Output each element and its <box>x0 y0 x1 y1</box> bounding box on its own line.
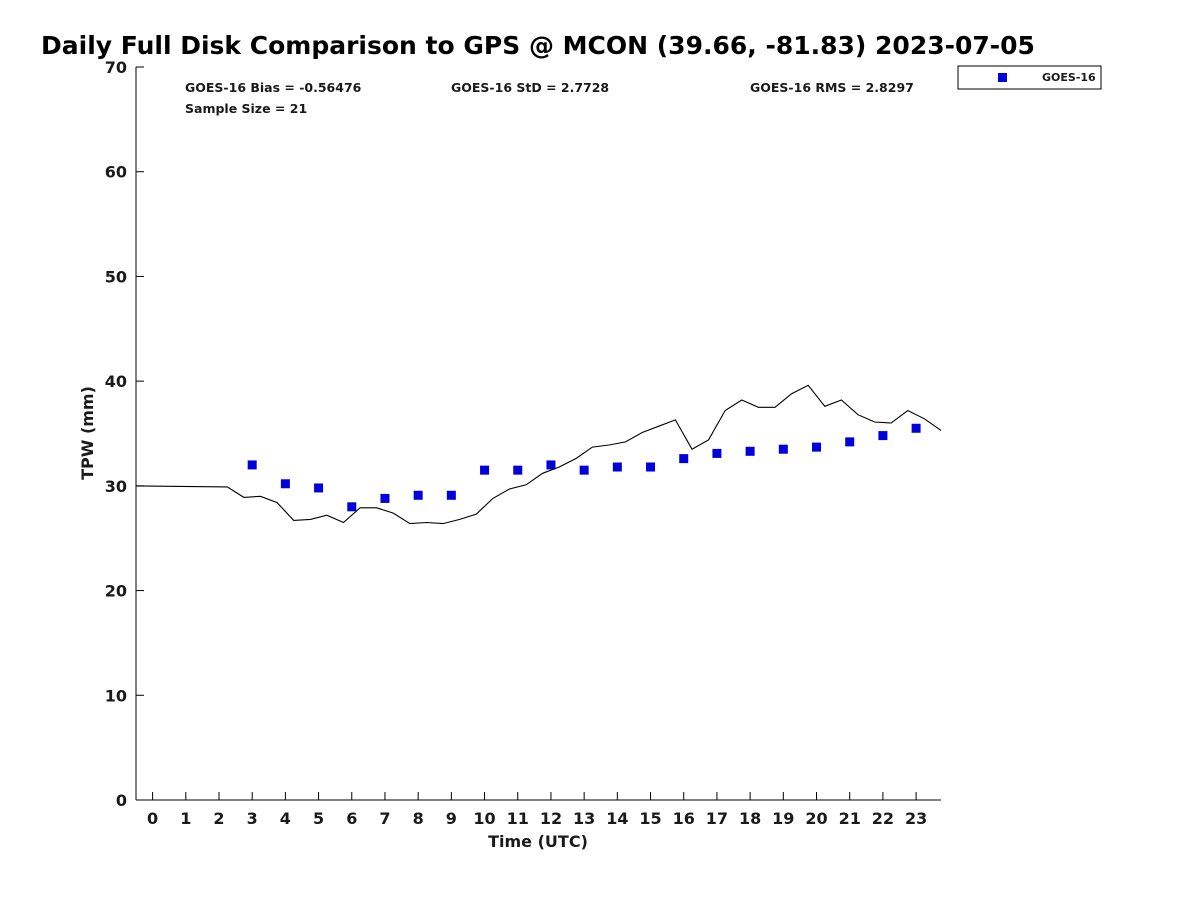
data-point <box>413 490 423 500</box>
data-point <box>546 460 556 470</box>
x-tick-label: 16 <box>673 809 695 828</box>
data-point <box>679 454 689 464</box>
x-tick-label: 11 <box>507 809 529 828</box>
data-point <box>480 465 490 475</box>
y-tick-label: 50 <box>105 267 127 286</box>
chart-title: Daily Full Disk Comparison to GPS @ MCON… <box>41 31 1035 60</box>
y-tick-label: 40 <box>105 372 127 391</box>
x-tick-label: 21 <box>839 809 861 828</box>
data-point <box>314 483 324 493</box>
x-tick-label: 19 <box>772 809 794 828</box>
x-axis: 0 1 2 3 4 5 6 7 8 9 10 11 12 13 14 15 16 17 18 19 20 21 22 23 <box>147 792 927 828</box>
x-tick-label: 18 <box>739 809 761 828</box>
x-tick-label: 1 <box>180 809 191 828</box>
x-tick-label: 20 <box>805 809 827 828</box>
data-point <box>612 462 622 472</box>
data-point <box>579 465 589 475</box>
y-axis: 0 10 20 30 40 50 60 70 <box>105 58 144 810</box>
x-tick-label: 12 <box>540 809 562 828</box>
series-line <box>135 384 942 525</box>
x-tick-label: 7 <box>379 809 390 828</box>
data-point <box>712 448 722 458</box>
data-point <box>247 460 257 470</box>
legend-marker-goes-16 <box>998 73 1007 82</box>
data-point <box>845 437 855 447</box>
x-tick-label: 15 <box>639 809 661 828</box>
x-tick-label: 5 <box>313 809 324 828</box>
series-goes-16 <box>247 423 921 512</box>
legend-box <box>957 65 1102 90</box>
y-axis-label: TPW (mm) <box>78 386 97 480</box>
x-tick-label: 13 <box>573 809 595 828</box>
x-tick-label: 14 <box>606 809 628 828</box>
plot-area <box>135 67 942 801</box>
x-tick-label: 4 <box>280 809 291 828</box>
std-stat: GOES-16 StD = 2.7728 <box>451 80 609 95</box>
x-tick-label: 6 <box>346 809 357 828</box>
rms-stat: GOES-16 RMS = 2.8297 <box>750 80 914 95</box>
y-tick-label: 0 <box>116 791 127 810</box>
legend-label-goes-16: GOES-16 <box>1042 71 1096 84</box>
y-tick-label: 60 <box>105 163 127 182</box>
x-tick-label: 10 <box>473 809 495 828</box>
legend: GOES-16 <box>957 65 1102 90</box>
y-tick-label: 70 <box>105 58 127 77</box>
x-tick-label: 22 <box>872 809 894 828</box>
sample-size-stat: Sample Size = 21 <box>185 101 307 116</box>
x-tick-label: 23 <box>905 809 927 828</box>
data-point <box>446 490 456 500</box>
data-point <box>745 446 755 456</box>
data-point <box>347 502 357 512</box>
data-point <box>778 444 788 454</box>
data-point <box>911 423 921 433</box>
x-tick-label: 2 <box>213 809 224 828</box>
bias-stat: GOES-16 Bias = -0.56476 <box>185 80 362 95</box>
x-tick-label: 0 <box>147 809 158 828</box>
x-tick-label: 9 <box>446 809 457 828</box>
data-point <box>812 442 822 452</box>
x-axis-label: Time (UTC) <box>488 832 588 851</box>
data-point <box>878 431 888 441</box>
data-point <box>280 479 290 489</box>
y-tick-label: 30 <box>105 477 127 496</box>
y-tick-label: 10 <box>105 686 127 705</box>
data-point <box>380 493 390 503</box>
x-tick-label: 8 <box>413 809 424 828</box>
y-tick-label: 20 <box>105 582 127 601</box>
x-tick-label: 3 <box>247 809 258 828</box>
data-point <box>513 465 523 475</box>
x-tick-label: 17 <box>706 809 728 828</box>
data-point <box>646 462 656 472</box>
